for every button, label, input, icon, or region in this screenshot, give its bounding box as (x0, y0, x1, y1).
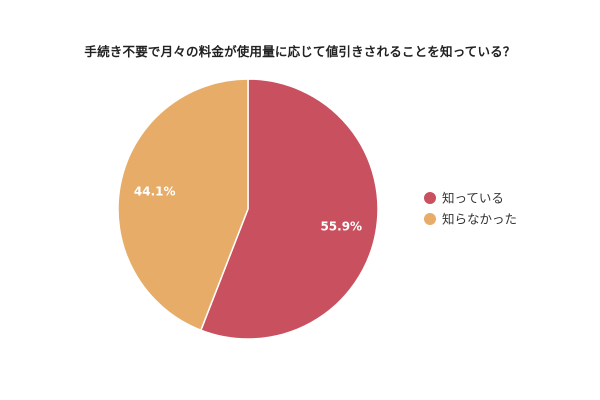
legend-marker-1 (424, 192, 436, 204)
slice-value-label-2: 44.1% (134, 185, 176, 199)
slice-value-label-1: 55.9% (320, 219, 362, 233)
chart-title: 手続き不要で月々の料金が使用量に応じて値引きされることを知っている？ (84, 44, 516, 59)
pie-slice-1 (199, 78, 379, 340)
legend-label-2: 知らなかった (442, 212, 517, 227)
legend-label-1: 知っている (442, 191, 504, 206)
legend-marker-2 (424, 213, 436, 225)
slice-labels: 55.9% 44.1% (134, 185, 362, 234)
pie-slices (117, 78, 379, 340)
pie-slice-2 (117, 78, 249, 332)
